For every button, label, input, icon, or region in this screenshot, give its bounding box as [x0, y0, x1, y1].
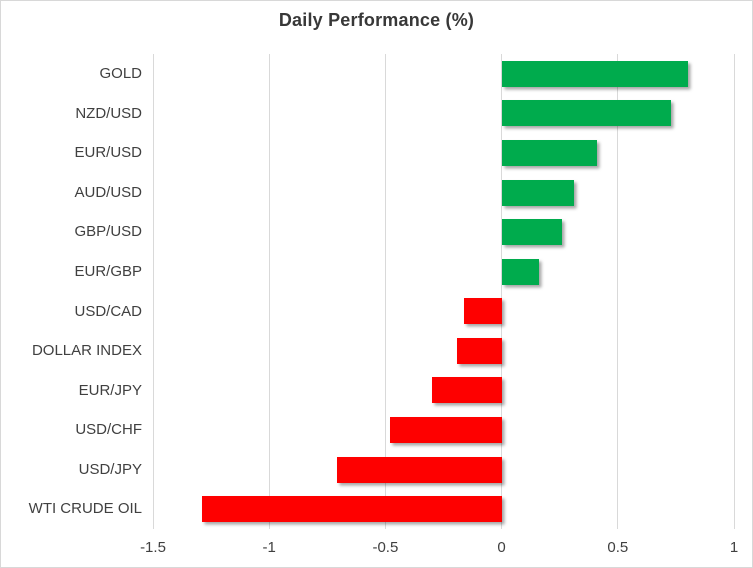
value-tick-label--1.5: -1.5 [140, 539, 166, 556]
bar-wti-crude-oil [201, 496, 502, 523]
bar-aud-usd [501, 179, 574, 206]
category-label-usd-cad: USD/CAD [74, 302, 142, 320]
category-label-gold: GOLD [99, 65, 142, 82]
category-label-eur-jpy: EUR/JPY [78, 381, 142, 399]
gridline-0.5 [617, 54, 619, 529]
gridline--0.5 [384, 54, 386, 529]
bar-dollar-index [457, 337, 502, 364]
category-label-usd-jpy: USD/JPY [78, 460, 142, 478]
gridline-1 [733, 54, 735, 529]
bar-eur-usd [501, 139, 597, 166]
value-tick-label-0: 0 [497, 539, 506, 556]
value-tick-label-0.5: 0.5 [607, 539, 629, 556]
bar-nzd-usd [501, 100, 672, 127]
bar-usd-jpy [336, 456, 502, 483]
category-label-aud-usd: AUD/USD [74, 183, 142, 201]
gridline--1.5 [152, 54, 154, 529]
gridline--1 [268, 54, 270, 529]
value-tick-label--0.5: -0.5 [372, 539, 399, 556]
category-label-eur-gbp: EUR/GBP [74, 262, 142, 280]
bar-eur-gbp [501, 258, 539, 285]
bar-usd-chf [390, 417, 502, 444]
bar-eur-jpy [431, 377, 502, 404]
category-label-dollar-index: DOLLAR INDEX [31, 342, 142, 360]
bar-usd-cad [464, 298, 502, 325]
bar-gbp-usd [501, 219, 563, 246]
category-label-gbp-usd: GBP/USD [74, 223, 142, 241]
category-label-usd-chf: USD/CHF [75, 421, 142, 439]
chart-title: Daily Performance (%) [278, 10, 475, 30]
category-label-wti-crude-oil: WTI CRUDE OIL [28, 500, 142, 518]
category-label-eur-usd: EUR/USD [74, 144, 142, 162]
category-label-nzd-usd: NZD/USD [75, 104, 142, 122]
value-tick-label--1: -1 [262, 539, 276, 556]
gridline-0 [501, 54, 503, 529]
bar-gold [501, 60, 688, 87]
value-tick-label-1: 1 [729, 539, 739, 556]
